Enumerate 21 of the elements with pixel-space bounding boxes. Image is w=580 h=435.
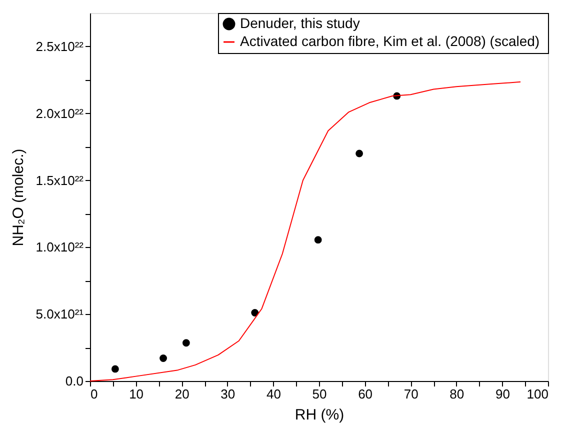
legend-label: Activated carbon fibre, Kim et al. (2008) (scaled) (240, 33, 540, 49)
x-tick-label: 100 (526, 386, 548, 402)
x-tick-label: 30 (220, 386, 236, 402)
x-tick-label: 90 (495, 386, 510, 402)
y-tick-label: 2.0x10²² (36, 106, 84, 121)
x-axis-title: RH (%) (294, 406, 344, 424)
x-tick-label: 80 (450, 386, 464, 402)
y-tick-label: 1.5x10²² (36, 172, 84, 188)
y-axis-title: NH₂O (molec.) (10, 148, 27, 246)
x-tick-label: 20 (174, 386, 190, 402)
x-tick-label: 70 (404, 386, 418, 402)
x-tick-label: 50 (312, 386, 327, 402)
legend-label: Denuder, this study (240, 15, 360, 31)
x-tick-label: 0 (90, 386, 98, 402)
y-tick-label: 1.0x10²² (36, 240, 84, 255)
x-tick-label: 60 (358, 386, 373, 402)
x-tick-label: 40 (266, 386, 281, 402)
y-tick-label: 2.5x10²² (36, 38, 84, 54)
y-tick-label: 0.0 (65, 374, 84, 388)
y-tick-label: 5.0x10²¹ (36, 306, 84, 322)
x-tick-label: 10 (129, 386, 144, 402)
